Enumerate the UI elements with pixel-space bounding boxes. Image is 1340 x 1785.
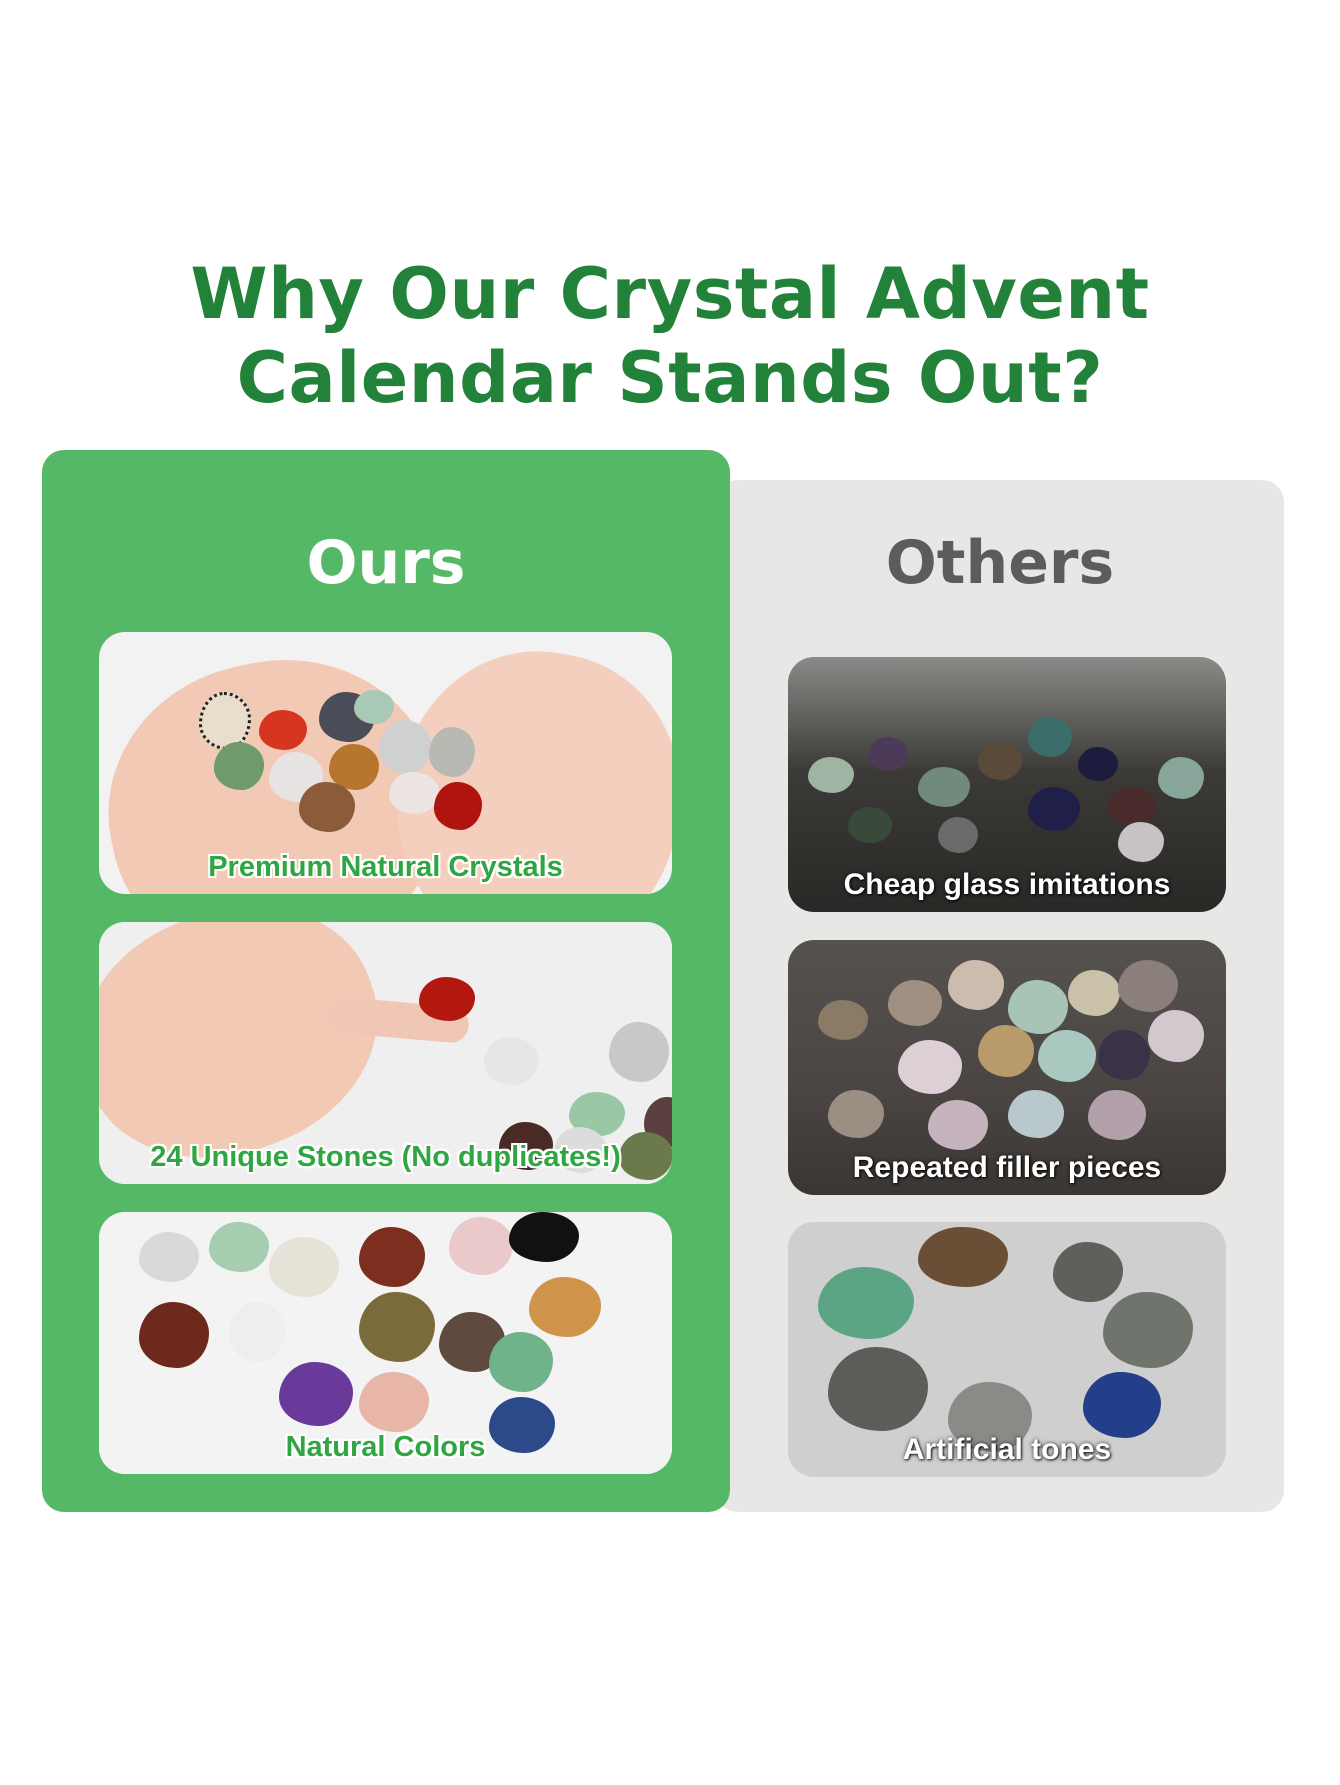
page-title-line-2: Calendar Stands Out?: [236, 337, 1104, 419]
ours-card-unique-stones: 24 Unique Stones (No duplicates!): [99, 922, 672, 1184]
ours-caption-3: Natural Colors: [285, 1431, 486, 1463]
hands-holding-crystals-image: [99, 632, 672, 894]
others-caption-2: Repeated filler pieces: [852, 1151, 1162, 1184]
others-caption-1: Cheap glass imitations: [843, 868, 1171, 901]
ours-card-natural-colors: Natural Colors: [99, 1212, 672, 1474]
ours-caption-1: Premium Natural Crystals: [208, 851, 563, 883]
others-card-artificial-tones: Artificial tones: [788, 1222, 1226, 1477]
rough-stone-pile-image: [788, 940, 1226, 1195]
others-card-filler-pieces: Repeated filler pieces: [788, 940, 1226, 1195]
ours-caption-2: 24 Unique Stones (No duplicates!): [150, 1141, 621, 1173]
glass-gravel-pile-image: [788, 657, 1226, 912]
colorful-tumbled-stones-image: [99, 1212, 672, 1474]
fingers-holding-red-stone-image: [99, 922, 672, 1184]
others-card-glass-imitations: Cheap glass imitations: [788, 657, 1226, 912]
grey-tumbled-stones-image: [788, 1222, 1226, 1477]
page-title-line-1: Why Our Crystal Advent: [190, 253, 1150, 335]
ours-card-natural-crystals: Premium Natural Crystals: [99, 632, 672, 894]
ours-heading: Ours: [306, 528, 466, 598]
others-caption-3: Artificial tones: [902, 1433, 1112, 1466]
others-heading: Others: [885, 528, 1115, 598]
